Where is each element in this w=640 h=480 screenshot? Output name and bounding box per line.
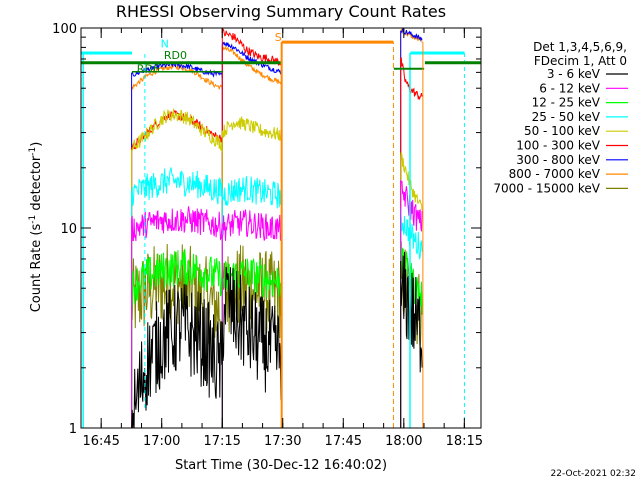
y-tick-label-1: 10 bbox=[60, 222, 77, 237]
y-axis-label: Count Rate (s-1 detector-1) bbox=[28, 142, 44, 313]
y-axis-label-sup2: -1 bbox=[28, 147, 38, 156]
series-line-3-seg-2 bbox=[221, 175, 283, 428]
y-axis-label-main: Count Rate (s bbox=[29, 224, 44, 313]
series-line-4-seg-2 bbox=[221, 116, 283, 428]
x-tick-label-0: 16:45 bbox=[82, 434, 119, 449]
series-line-0-seg-1 bbox=[131, 284, 223, 429]
legend-label-7: 800 - 7000 keV bbox=[509, 167, 601, 181]
flags-layer bbox=[81, 40, 481, 428]
axes-layer: 16:45 17:00 17:15 17:30 17:45 18:00 18:15 1 10 10… bbox=[52, 22, 483, 449]
series-line-6-seg-2 bbox=[221, 41, 283, 428]
legend-label-5: 100 - 300 keV bbox=[516, 139, 600, 153]
series-layer bbox=[131, 27, 423, 429]
series-line-0-seg-2 bbox=[221, 266, 283, 428]
series-line-2-seg-1 bbox=[131, 248, 223, 428]
y-axis-label-mid: detector bbox=[29, 155, 44, 215]
series-line-3-seg-3 bbox=[400, 207, 423, 428]
legend-label-8: 7000 - 15000 keV bbox=[493, 181, 600, 195]
series-line-1-seg-2 bbox=[221, 209, 283, 428]
series-line-3-seg-1 bbox=[131, 167, 223, 428]
series-line-1-seg-1 bbox=[131, 206, 223, 428]
series-line-0-seg-3 bbox=[400, 251, 423, 428]
x-tick-label-6: 18:15 bbox=[446, 434, 483, 449]
x-tick-label-3: 17:30 bbox=[264, 434, 301, 449]
y-tick-label-2: 100 bbox=[52, 22, 77, 37]
legend-label-1: 6 - 12 keV bbox=[539, 81, 601, 95]
legend-label-3: 25 - 50 keV bbox=[532, 110, 601, 124]
series-group bbox=[131, 27, 423, 429]
y-axis-label-end: ) bbox=[29, 142, 44, 147]
y-tick-label-0: 1 bbox=[69, 422, 77, 437]
legend-label-0: 3 - 6 keV bbox=[547, 67, 601, 81]
series-line-5-seg-3 bbox=[400, 57, 423, 428]
series-line-2-seg-2 bbox=[221, 257, 283, 428]
date-stamp: 22-Oct-2021 02:32 bbox=[551, 469, 636, 479]
x-tick-label-5: 18:00 bbox=[385, 434, 422, 449]
series-line-7-seg-2 bbox=[221, 45, 282, 428]
annotation-2: RD0 bbox=[164, 49, 187, 62]
legend-header-line-1: Det 1,3,4,5,6,9, bbox=[533, 40, 627, 54]
x-tick-label-1: 17:00 bbox=[143, 434, 180, 449]
series-line-4-seg-3 bbox=[400, 151, 423, 428]
annotation-0: N bbox=[161, 37, 169, 50]
series-line-5-seg-2 bbox=[221, 27, 283, 428]
x-tick-label-2: 17:15 bbox=[203, 434, 240, 449]
legend-label-4: 50 - 100 keV bbox=[524, 124, 601, 138]
x-axis-label: Start Time (30-Dec-12 16:40:02) bbox=[175, 458, 387, 473]
legend-header-line-2: FDecim 1, Att 0 bbox=[534, 54, 627, 68]
chart-title: RHESSI Observing Summary Count Rates bbox=[116, 2, 446, 21]
x-tick-label-4: 17:45 bbox=[325, 434, 362, 449]
series-line-1-seg-3 bbox=[400, 180, 423, 428]
annotation-1: RD6 bbox=[137, 62, 160, 75]
series-line-4-seg-1 bbox=[131, 108, 223, 428]
legend: Det 1,3,4,5,6,9, FDecim 1, Att 0 3 - 6 k… bbox=[493, 40, 628, 195]
annotation-3: S bbox=[275, 31, 282, 44]
legend-label-6: 300 - 800 keV bbox=[516, 153, 600, 167]
legend-label-2: 12 - 25 keV bbox=[532, 96, 601, 110]
y-axis-label-sup1: -1 bbox=[28, 215, 38, 224]
series-line-7-seg-1 bbox=[131, 63, 223, 428]
